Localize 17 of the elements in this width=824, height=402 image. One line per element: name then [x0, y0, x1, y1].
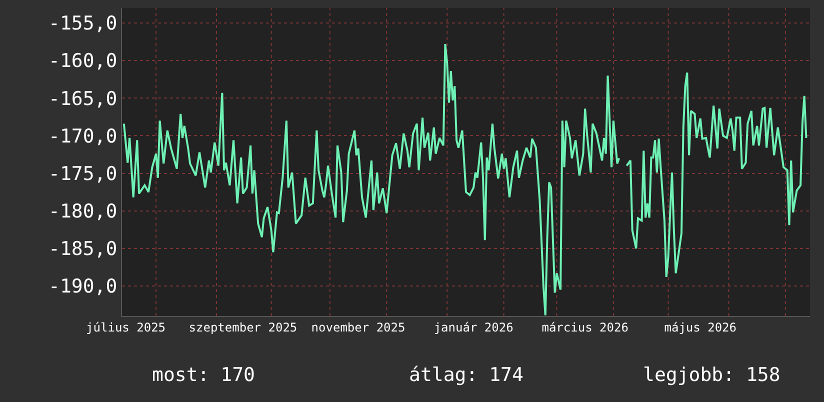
y-tick-label: -160,0 — [48, 50, 118, 72]
y-tick-label: -180,0 — [48, 200, 118, 222]
x-tick-label: január 2026 — [434, 320, 514, 334]
y-tick-label: -185,0 — [48, 238, 118, 260]
y-tick-label: -170,0 — [48, 125, 118, 148]
x-tick-label: november 2025 — [311, 320, 406, 334]
x-tick-label: május 2026 — [664, 320, 736, 334]
y-tick-label: -155,0 — [48, 12, 118, 35]
x-tick-label: július 2025 — [86, 320, 166, 334]
text: most: 170 — [152, 364, 255, 386]
text: átlag: 174 — [409, 364, 524, 386]
x-tick-label: szeptember 2025 — [188, 320, 298, 334]
text: legjobb: 158 — [643, 364, 780, 386]
y-tick-label: -190,0 — [48, 276, 118, 298]
y-tick-label: -175,0 — [48, 162, 118, 185]
x-tick-label: március 2026 — [542, 320, 628, 334]
y-tick-label: -165,0 — [48, 88, 118, 110]
